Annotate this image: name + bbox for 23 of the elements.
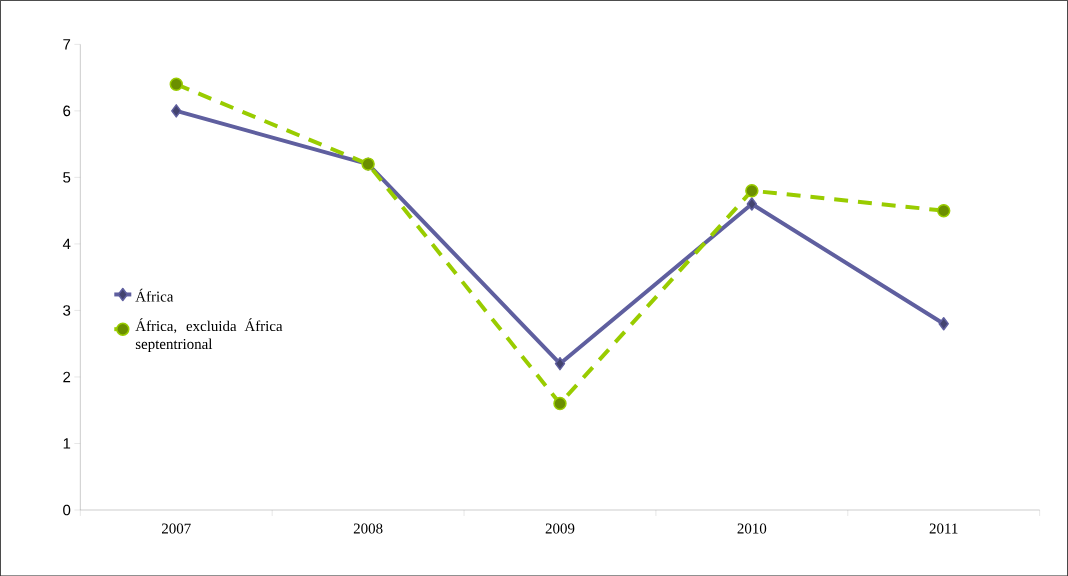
x-tick-label: 2011 (929, 523, 958, 534)
x-tick-label: 2007 (162, 523, 191, 534)
legend-label: África, excluida África septentrional (135, 317, 283, 352)
y-tick-label: 2 (63, 371, 71, 383)
y-tick-label: 0 (63, 504, 71, 516)
y-tick-label: 6 (63, 105, 71, 116)
point (553, 396, 567, 411)
point (169, 77, 183, 91)
y-tick-label: 3 (63, 304, 71, 316)
point (554, 356, 566, 371)
point (746, 197, 758, 211)
point (171, 103, 182, 118)
legend-label: África (135, 288, 174, 302)
point (936, 203, 951, 218)
y-tick-label: 1 (63, 438, 71, 449)
x-tick-label: 2008 (353, 523, 383, 534)
y-tick-label: 7 (63, 39, 71, 50)
point (938, 316, 949, 331)
y-tick-label: 4 (62, 238, 71, 249)
x-tick-label: 2009 (545, 523, 575, 534)
point (745, 183, 759, 198)
x-tick-label: 2010 (737, 523, 767, 534)
y-tick-label: 5 (63, 172, 71, 183)
